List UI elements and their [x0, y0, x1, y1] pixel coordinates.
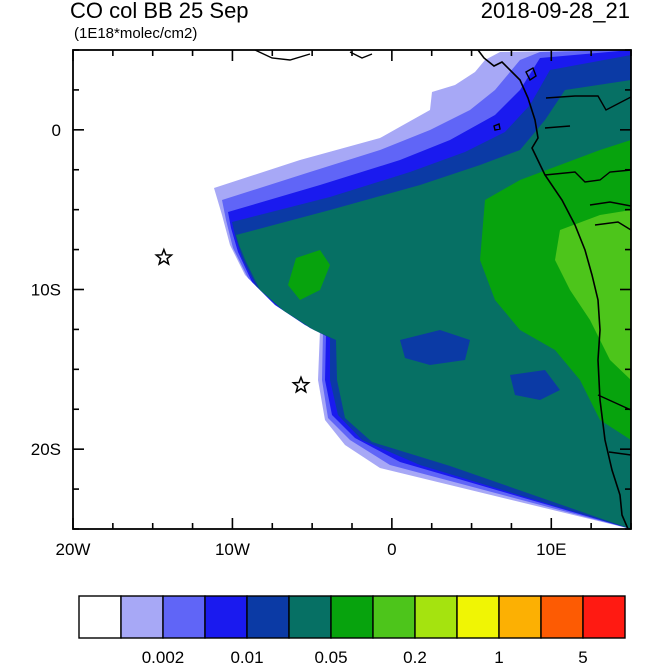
colorbar-label: 0.2	[403, 648, 427, 667]
colorbar-label: 0.01	[230, 648, 263, 667]
x-tick-label: 10E	[536, 540, 566, 559]
co-band-green-west	[288, 250, 330, 300]
colorbar-swatch	[162, 595, 206, 639]
co-band-dark-blue-patch	[510, 370, 560, 400]
colorbar-swatch	[372, 595, 416, 639]
map-plot-area	[154, 50, 631, 529]
colorbar-swatch	[288, 595, 332, 639]
colorbar-label: 0.05	[314, 648, 347, 667]
y-tick-label: 10S	[31, 281, 61, 300]
colorbar-swatch	[78, 595, 122, 639]
star-marker	[291, 375, 311, 394]
plot-datetime: 2018-09-28_21	[480, 0, 630, 23]
colorbar-swatch	[204, 595, 248, 639]
colorbar-swatch	[120, 595, 164, 639]
marker-layer	[154, 247, 311, 394]
co-band-green	[480, 140, 631, 440]
colorbar-swatch	[414, 595, 458, 639]
island-outline	[525, 66, 537, 82]
colorbar-label: 1	[494, 648, 503, 667]
colorbar-swatch	[540, 595, 584, 639]
axis-ticks	[72, 49, 632, 530]
coastline	[477, 50, 629, 529]
star-marker	[154, 247, 174, 266]
colorbar-label: 0.002	[142, 648, 185, 667]
co-band-dark-blue-patch	[400, 330, 470, 365]
island-outline	[493, 123, 501, 131]
colorbar-swatch	[330, 595, 374, 639]
colorbar-swatch	[498, 595, 542, 639]
colorbar-swatch	[582, 595, 626, 639]
colorbar-swatch	[246, 595, 290, 639]
x-tick-label: 20W	[56, 540, 91, 559]
x-tick-label: 10W	[215, 540, 250, 559]
colorbar-swatch	[456, 595, 500, 639]
x-tick-label: 0	[387, 540, 396, 559]
co-band-light-green	[555, 210, 631, 380]
colorbar	[78, 595, 626, 639]
plot-units: (1E18*molec/cm2)	[74, 25, 198, 42]
y-tick-label: 20S	[31, 440, 61, 459]
axis-tick-labels: 20W 10W 0 10E 0 10S 20S	[31, 121, 567, 559]
y-tick-label: 0	[52, 121, 61, 140]
coastline-north	[254, 50, 373, 61]
colorbar-label: 5	[578, 648, 587, 667]
colorbar-labels: 0.002 0.01 0.05 0.2 1 5	[142, 648, 588, 667]
plot-title: CO col BB 25 Sep	[70, 0, 249, 23]
country-borders	[544, 95, 631, 456]
